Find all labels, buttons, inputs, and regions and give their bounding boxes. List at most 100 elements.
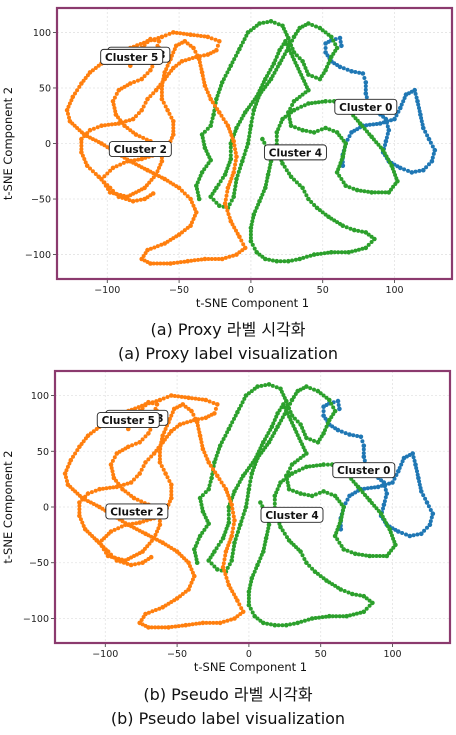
data-point — [336, 250, 341, 255]
data-point — [244, 501, 249, 506]
data-point — [157, 606, 162, 611]
data-point — [415, 472, 420, 477]
data-point — [130, 116, 136, 122]
data-point — [263, 437, 267, 442]
data-point — [225, 70, 230, 75]
data-point — [161, 396, 166, 401]
data-point — [289, 51, 294, 56]
data-point — [363, 87, 368, 92]
data-point — [303, 82, 308, 87]
data-point — [179, 59, 185, 64]
data-point — [323, 428, 327, 433]
data-point — [233, 147, 238, 152]
data-point — [232, 616, 237, 621]
data-point — [153, 172, 159, 177]
data-point — [224, 169, 229, 174]
data-point — [227, 182, 232, 187]
data-point — [371, 122, 376, 127]
data-point — [195, 180, 200, 185]
data-point — [317, 615, 321, 620]
data-point — [415, 469, 419, 474]
data-point — [425, 525, 429, 530]
data-point — [292, 427, 297, 431]
data-point — [277, 61, 282, 66]
data-point — [416, 102, 421, 107]
data-point — [69, 98, 74, 103]
data-point — [365, 495, 370, 500]
data-point — [139, 467, 144, 472]
data-point — [295, 433, 300, 438]
data-point — [174, 63, 179, 68]
data-point — [245, 497, 250, 502]
data-point — [166, 625, 171, 630]
data-point — [334, 614, 339, 619]
data-point — [376, 190, 381, 195]
data-point — [138, 197, 143, 202]
chart-a: −100 −50 0 50 100 −100 −50 0 50 100 Cluster 0 Clust… — [1, 6, 454, 310]
data-point — [202, 256, 208, 262]
data-point — [360, 490, 365, 495]
data-point — [297, 183, 302, 188]
data-point — [285, 480, 290, 485]
cluster-label-text: Cluster 5 — [105, 52, 158, 64]
data-point — [374, 122, 379, 126]
data-point — [211, 197, 216, 202]
data-point — [239, 116, 244, 121]
data-point — [232, 187, 237, 192]
data-point — [190, 577, 195, 582]
data-point — [206, 161, 211, 166]
data-point — [241, 155, 246, 160]
data-point — [335, 527, 340, 532]
data-point — [242, 37, 247, 42]
data-point — [335, 398, 341, 404]
data-point — [258, 500, 263, 505]
data-point — [329, 216, 334, 221]
data-point — [252, 246, 257, 251]
data-point — [189, 258, 194, 263]
data-point — [325, 250, 330, 255]
data-point — [188, 196, 193, 202]
data-point — [88, 431, 93, 436]
data-point — [202, 142, 207, 147]
data-point — [304, 464, 309, 470]
data-point — [298, 549, 303, 554]
data-point — [242, 508, 247, 513]
data-point — [264, 179, 269, 184]
data-point — [226, 212, 231, 217]
data-point — [146, 431, 151, 436]
data-point — [68, 457, 74, 463]
data-point — [329, 250, 334, 255]
data-point — [206, 460, 211, 465]
y-tick-label: 0 — [45, 139, 51, 150]
data-point — [227, 562, 232, 567]
data-point — [313, 616, 318, 620]
data-point — [185, 225, 190, 230]
data-point — [230, 506, 235, 511]
data-point — [112, 106, 117, 110]
data-point — [324, 424, 329, 429]
data-point — [300, 466, 305, 471]
data-point — [358, 188, 363, 193]
data-point — [233, 184, 238, 189]
data-point — [287, 117, 292, 122]
data-point — [259, 383, 264, 388]
data-point — [286, 405, 291, 410]
data-point — [261, 620, 266, 626]
data-point — [185, 258, 190, 264]
data-point — [254, 566, 259, 571]
data-point — [239, 238, 244, 243]
data-point — [309, 616, 315, 621]
data-point — [352, 551, 358, 557]
data-point — [82, 157, 87, 161]
data-point — [283, 29, 288, 34]
data-point — [276, 22, 281, 27]
caption-a-english: (a) Proxy label visualization — [117, 344, 338, 363]
data-point — [314, 24, 318, 29]
data-point — [182, 228, 187, 233]
data-point — [248, 238, 254, 244]
data-point — [102, 174, 107, 179]
data-point — [386, 157, 391, 162]
data-point — [279, 120, 284, 125]
data-point — [218, 179, 223, 184]
data-point — [65, 464, 70, 469]
